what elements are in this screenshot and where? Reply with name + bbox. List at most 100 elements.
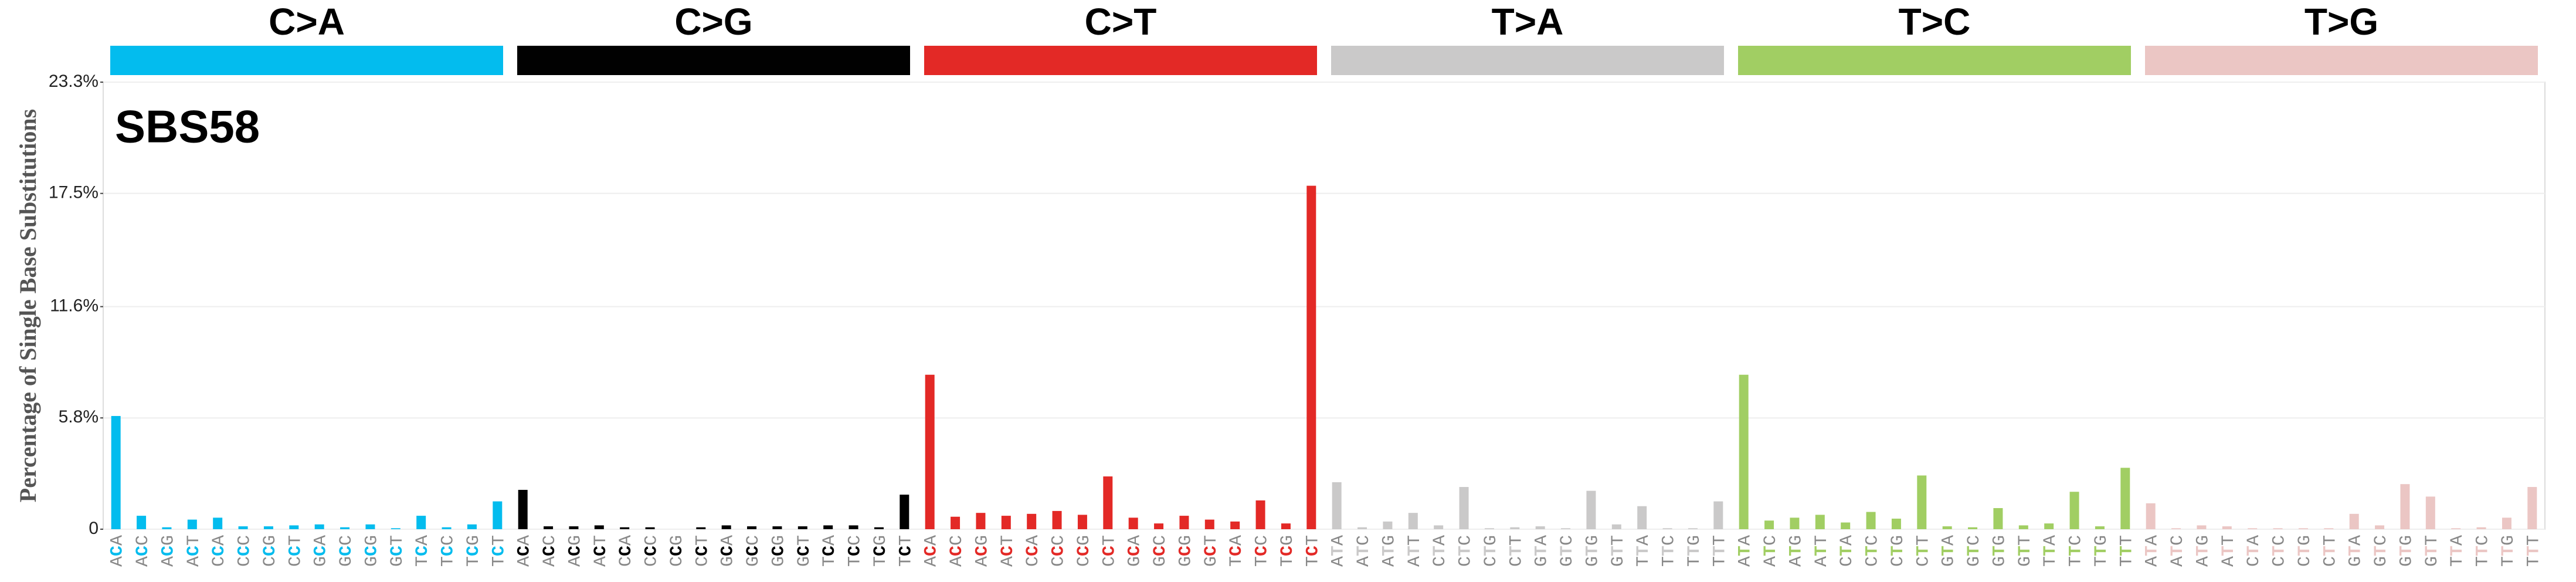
group-header-bar [1738, 46, 2131, 75]
x-tick-label: ACA [922, 535, 942, 567]
x-tick-label: CTC [1455, 535, 1475, 567]
x-tick-char: A [1837, 535, 1857, 546]
x-tick-char: T [1303, 556, 1323, 567]
x-tick-char: G [260, 535, 280, 546]
x-tick-char: A [1761, 556, 1781, 567]
x-tick-char: T [489, 535, 509, 546]
x-tick-char: A [184, 556, 204, 567]
x-tick-label: TTT [1710, 535, 1730, 567]
x-tick-label: TCC [845, 535, 865, 567]
x-tick-char: T [693, 535, 712, 546]
x-tick-label: TTA [1634, 535, 1654, 567]
x-tick-char: A [108, 556, 128, 567]
x-tick-char: T [845, 556, 865, 567]
y-tick-label: 5.8% [59, 407, 99, 427]
x-tick-char: T [2524, 535, 2544, 546]
x-tick-char: A [1354, 556, 1374, 567]
bar [2248, 528, 2258, 529]
x-tick-char: T [1913, 535, 1933, 546]
group-label: T>A [1492, 1, 1564, 43]
x-tick-char: C [1278, 546, 1298, 556]
x-tick-char: T [1888, 546, 1908, 556]
x-tick-label: ATC [1354, 535, 1374, 567]
x-tick-char: C [1202, 546, 1221, 556]
x-tick-char: G [1379, 535, 1399, 546]
x-tick-char: C [260, 556, 280, 567]
x-tick-char: G [2092, 535, 2112, 546]
x-tick-char: T [1481, 546, 1501, 556]
bar [1713, 501, 1723, 529]
bar [951, 516, 961, 529]
bar [238, 526, 248, 529]
x-tick-char: T [2346, 546, 2366, 556]
x-tick-label: GCG [362, 535, 382, 567]
x-tick-char: T [2092, 556, 2112, 567]
bar [1204, 519, 1214, 529]
x-tick-char: G [2422, 556, 2442, 567]
x-tick-char: C [845, 535, 865, 546]
x-tick-char: C [1964, 535, 1984, 546]
x-tick-char: A [947, 556, 967, 567]
x-tick-char: C [1252, 535, 1272, 546]
x-tick-char: A [311, 535, 331, 546]
x-tick-label: GTT [2015, 535, 2035, 567]
bar [1027, 513, 1037, 529]
x-tick-char: A [1812, 556, 1832, 567]
x-tick-char: A [1430, 535, 1450, 546]
x-tick-char: T [591, 535, 611, 546]
x-tick-char: C [413, 546, 433, 556]
x-tick-char: C [133, 546, 153, 556]
x-tick-char: G [464, 535, 484, 546]
bar [1611, 524, 1621, 529]
x-tick-char: T [2193, 546, 2213, 556]
y-tick-label: 11.6% [50, 296, 99, 316]
x-tick-label: CCC [235, 535, 254, 567]
x-tick-char: C [1354, 535, 1374, 546]
x-tick-char: C [286, 546, 306, 556]
x-tick-char: T [1710, 535, 1730, 546]
x-tick-char: G [565, 535, 585, 546]
x-tick-char: A [2143, 535, 2163, 546]
x-tick-label: TCG [871, 535, 891, 567]
x-tick-label: ATT [1405, 535, 1425, 567]
x-tick-char: T [2320, 535, 2340, 546]
x-tick-char: T [1913, 546, 1933, 556]
group-header-bar [2145, 46, 2538, 75]
x-tick-char: A [1736, 535, 1756, 546]
x-tick-label: CTT [1913, 535, 1933, 567]
bar [1077, 515, 1087, 529]
x-tick-label: TTT [2524, 535, 2544, 567]
x-tick-label: TTA [2448, 535, 2468, 567]
x-tick-char: C [2473, 535, 2493, 546]
bar [1179, 516, 1189, 529]
bar [2527, 487, 2537, 529]
x-tick-char: A [1736, 556, 1756, 567]
bar [1790, 517, 1800, 529]
bar [2095, 526, 2105, 529]
x-tick-char: C [515, 546, 535, 556]
x-tick-label: GTG [1583, 535, 1603, 567]
x-tick-char: T [464, 556, 484, 567]
x-tick-char: T [1583, 546, 1603, 556]
group-label: T>C [1899, 1, 1971, 43]
bar [1586, 490, 1596, 529]
x-tick-char: T [2499, 546, 2519, 556]
x-tick-char: C [1455, 535, 1475, 546]
bar [1662, 528, 1672, 529]
x-tick-char: G [795, 556, 814, 567]
x-tick-char: T [388, 535, 408, 546]
x-tick-char: T [2499, 556, 2519, 567]
x-tick-label: ATC [2168, 535, 2188, 567]
x-tick-label: CTG [2295, 535, 2315, 567]
x-tick-char: C [235, 546, 254, 556]
x-tick-char: T [1405, 546, 1425, 556]
x-tick-char: G [1990, 556, 2010, 567]
x-tick-char: G [1074, 535, 1094, 546]
x-tick-char: G [1176, 535, 1196, 546]
x-tick-char: C [1557, 535, 1577, 546]
x-tick-label: TCA [413, 535, 433, 567]
x-tick-label: ACC [947, 535, 967, 567]
x-tick-label: CTC [2269, 535, 2289, 567]
x-tick-char: T [2041, 546, 2061, 556]
